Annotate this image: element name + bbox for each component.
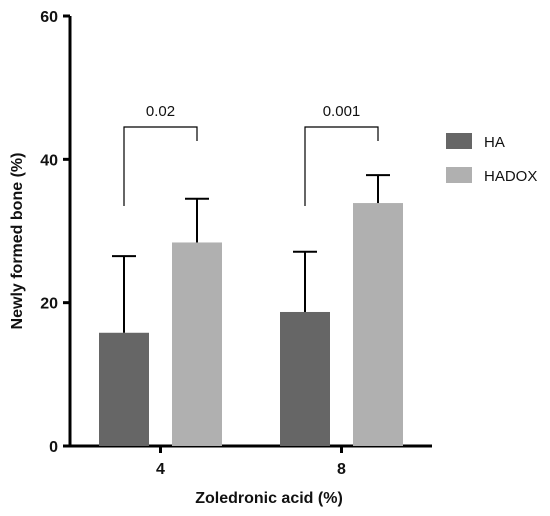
- x-tick-label: 8: [337, 461, 346, 478]
- y-tick-label: 0: [49, 439, 58, 456]
- bar: [172, 242, 222, 446]
- legend-label: HADOX: [484, 168, 537, 185]
- bar: [99, 332, 149, 446]
- bars: [99, 203, 403, 446]
- p-value-label: 0.02: [146, 103, 175, 120]
- x-tick-label: 4: [156, 461, 165, 478]
- y-tick-label: 60: [40, 9, 58, 26]
- significance-bracket: [123, 126, 198, 206]
- bar: [280, 311, 330, 446]
- y-tick-label: 40: [40, 152, 58, 169]
- legend-swatch: [446, 133, 472, 149]
- y-axis: 0 20 40 60: [40, 9, 72, 456]
- bar: [353, 203, 403, 446]
- significance-bracket: [304, 126, 379, 206]
- y-tick-label: 20: [40, 296, 58, 313]
- significance-annotations: 0.02 0.001: [123, 103, 379, 206]
- p-value-label: 0.001: [323, 103, 361, 120]
- x-axis-title: Zoledronic acid (%): [195, 490, 343, 507]
- legend-swatch: [446, 167, 472, 183]
- legend: HA HADOX: [446, 133, 537, 185]
- error-bars: [112, 174, 390, 333]
- legend-label: HA: [484, 134, 505, 151]
- y-axis-title: Newly formed bone (%): [9, 153, 26, 330]
